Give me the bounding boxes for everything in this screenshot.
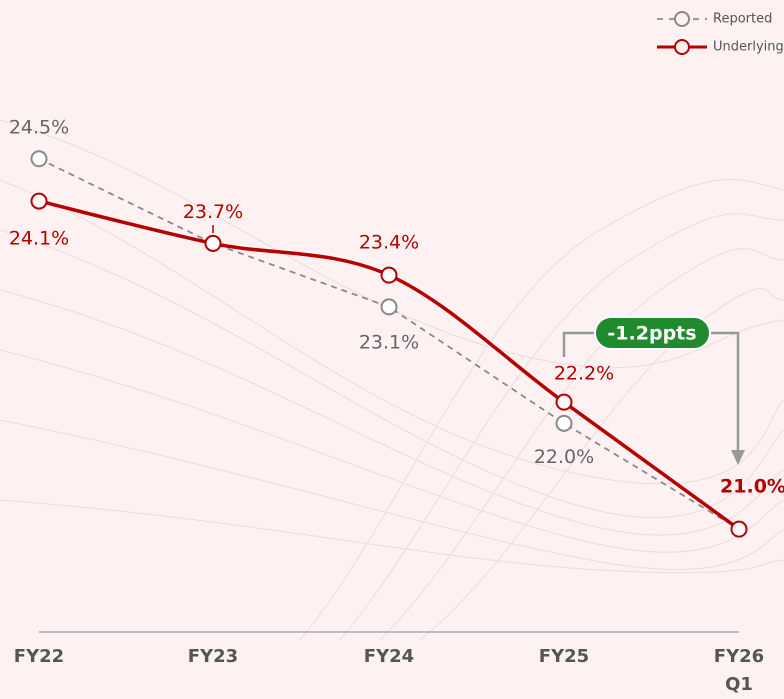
value-label: 24.5% [9,116,69,138]
point [732,522,747,537]
x-tick-label: FY22 [9,643,69,671]
value-label: 22.2% [554,363,614,385]
annotation-arrowhead [731,450,745,465]
page: {"chart_data": {"type": "line", "categor… [0,0,784,695]
legend-marker [675,12,689,26]
x-tick-label: FY26 Q1 [709,643,769,699]
legend-marker [675,40,689,54]
value-label: 21.0% [720,476,784,498]
legend-label: Underlying [713,40,784,55]
x-tick-label: FY25 [534,643,594,671]
value-label: 22.0% [534,446,594,468]
point [32,151,47,166]
value-label: 24.1% [9,228,69,250]
x-tick-label: FY24 [359,643,419,671]
point [382,299,397,314]
value-label: 23.7% [183,201,243,223]
background-waves [0,120,784,640]
point [32,194,47,209]
point [382,268,397,283]
x-tick-label: FY23 [183,643,243,671]
value-label: 23.4% [359,232,419,254]
point [206,236,221,251]
point [557,395,572,410]
chart: -1.2ppts 24.5% 23.1% 22.0% 24.1% 23.7% 23.4% 2… [0,0,784,695]
legend-label: Reported [713,12,772,27]
annotation-bracket [564,333,738,452]
point [557,416,572,431]
value-label: 23.1% [359,331,419,353]
annotation-text: -1.2ppts [607,323,696,345]
